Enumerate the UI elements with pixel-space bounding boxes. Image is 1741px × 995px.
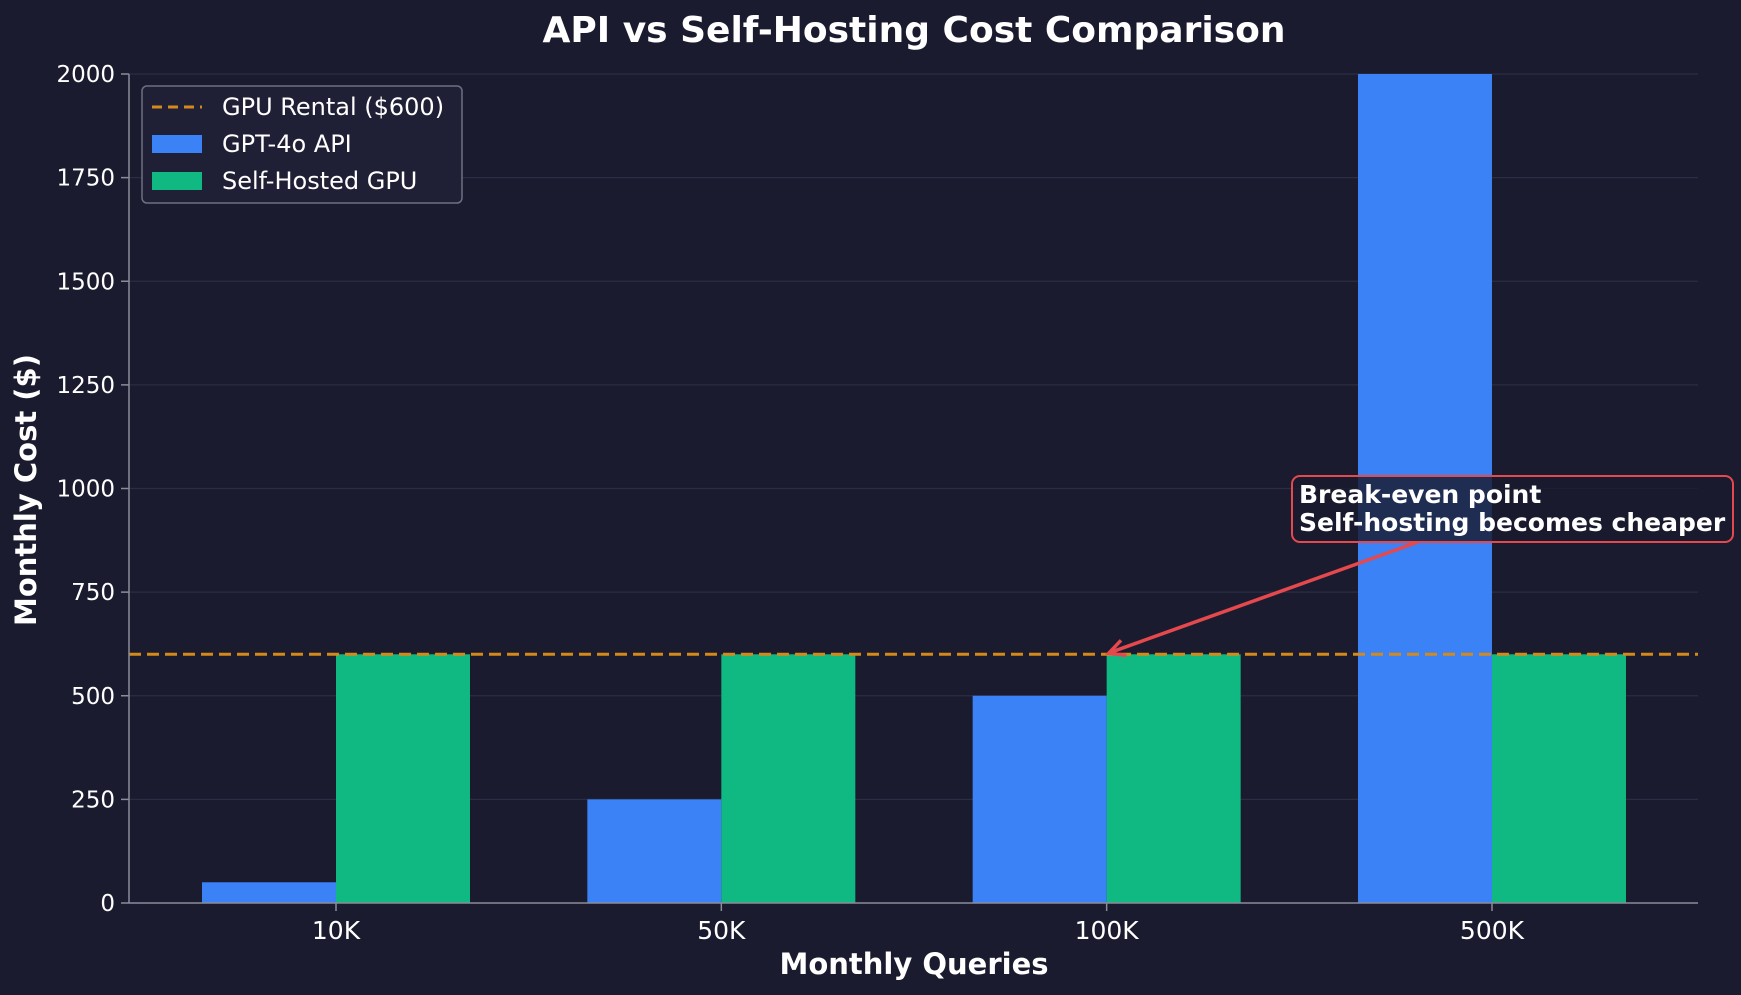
y-tick-label: 1250 [56, 373, 115, 399]
chart-title: API vs Self-Hosting Cost Comparison [543, 10, 1286, 51]
annotation-arrowhead [1104, 639, 1127, 658]
y-tick-label: 2000 [56, 62, 115, 88]
legend-api-label: GPT-4o API [222, 130, 352, 158]
x-tick-label: 10K [312, 916, 361, 945]
axes-layer: 0 250 500 750 1000 1250 1500 1750 2000 10K 50K 100K… [56, 62, 1698, 945]
legend-self-hosted-label: Self-Hosted GPU [222, 167, 417, 195]
x-tick-label: 50K [697, 916, 746, 945]
y-tick-label: 250 [71, 787, 115, 813]
legend-box [141, 85, 463, 204]
bar-api [587, 799, 722, 903]
annotation-text-line: Break-even point [1299, 480, 1541, 509]
bar-api [972, 695, 1107, 903]
bar-self-hosted [1106, 654, 1241, 903]
bar-api [202, 882, 336, 903]
legend-self-hosted-swatch [152, 172, 202, 190]
y-tick-label: 750 [71, 580, 115, 606]
annotation-arrow [1110, 540, 1419, 654]
bar-self-hosted [1491, 654, 1626, 903]
y-tick-label: 1500 [56, 269, 115, 295]
legend-reference-line-label: GPU Rental ($600) [222, 93, 444, 121]
y-tick-label: 1000 [56, 477, 115, 503]
annotation-text-line: Self-hosting becomes cheaper [1299, 508, 1726, 537]
bar-self-hosted [336, 654, 470, 903]
x-tick-label: 500K [1460, 916, 1525, 945]
legend-layer: GPU Rental ($600) GPT-4o API Self-Hosted G… [141, 85, 463, 204]
y-tick-label: 500 [71, 684, 115, 710]
annotation-box [1291, 475, 1734, 543]
y-tick-label: 1750 [56, 166, 115, 192]
y-axis-label: Monthly Cost ($) [9, 354, 43, 626]
bar-self-hosted [721, 654, 856, 903]
y-tick-label: 0 [100, 891, 115, 917]
x-axis-label: Monthly Queries [779, 947, 1048, 981]
x-tick-label: 100K [1075, 916, 1140, 945]
legend-api-swatch [152, 135, 202, 153]
